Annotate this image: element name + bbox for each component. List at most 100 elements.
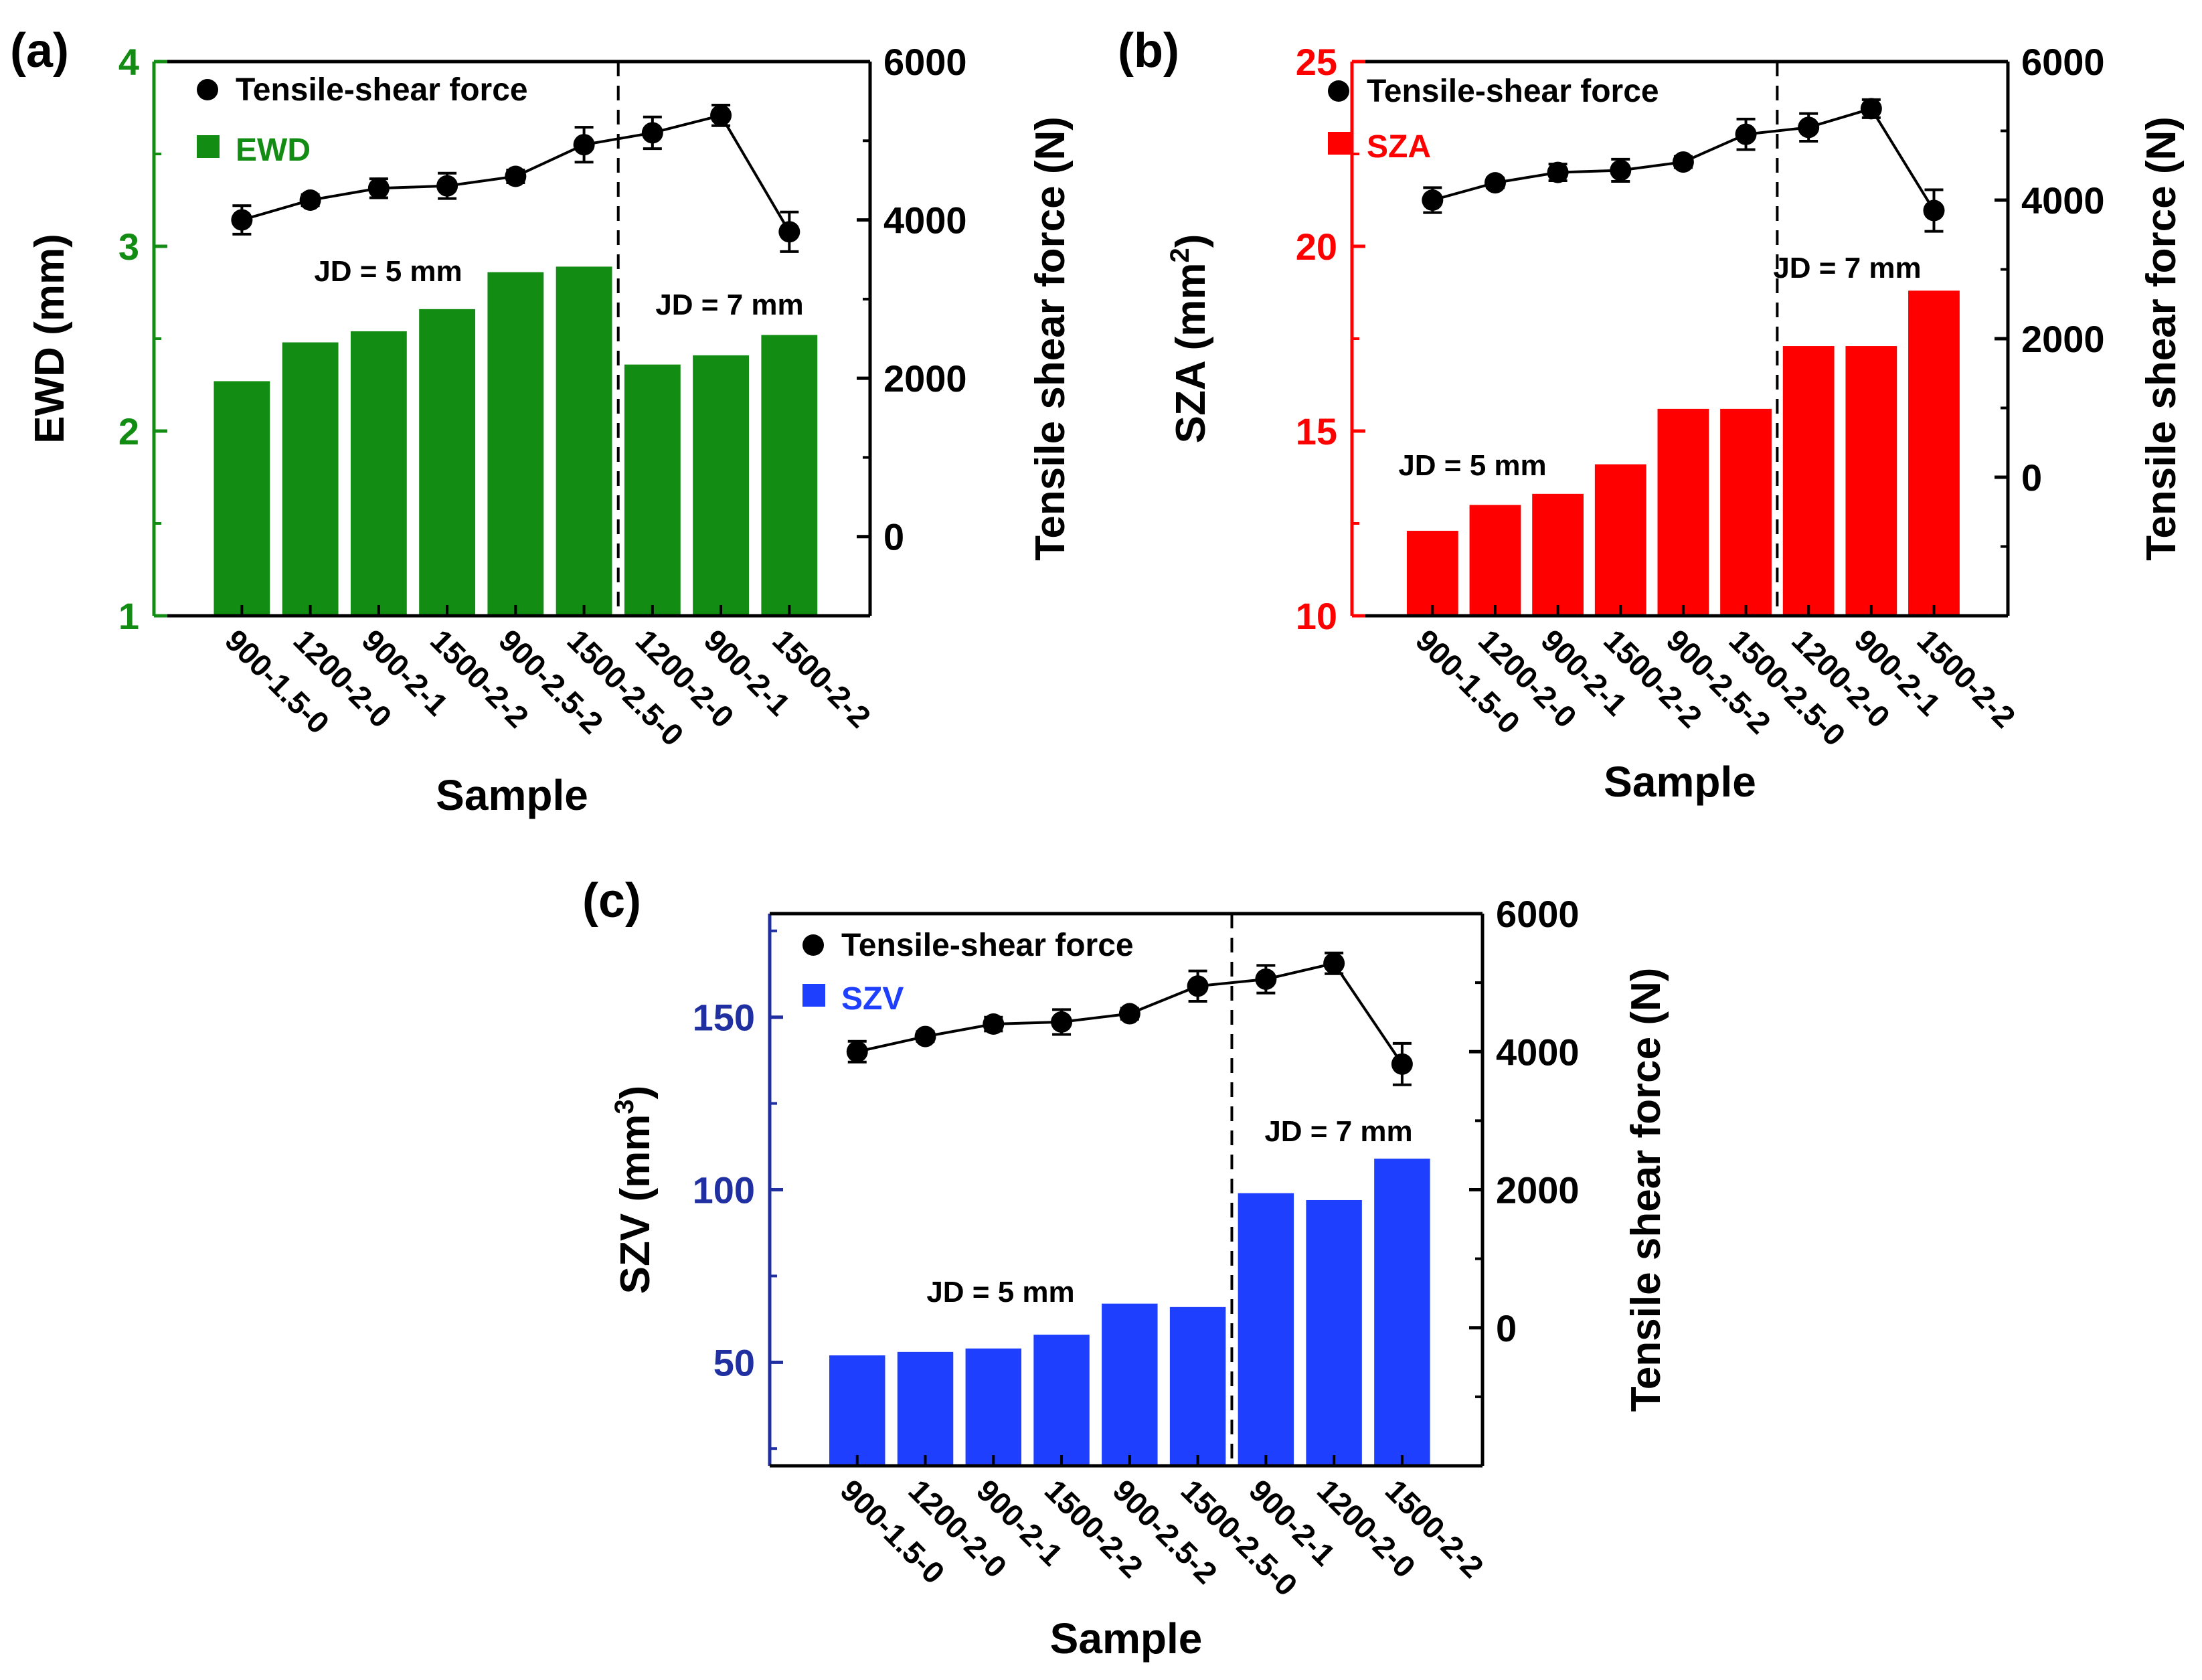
y-axis-title: SZA (mm2) (1165, 234, 1214, 444)
y2-tick-label-2: 2000 (1496, 1169, 1580, 1211)
force-point-2 (914, 1025, 936, 1047)
legend-marker-force (197, 79, 218, 100)
force-point-6 (573, 134, 595, 156)
force-point-9 (1391, 1053, 1413, 1075)
panel-label: (a) (10, 24, 69, 78)
annotation-jd5: JD = 5 mm (314, 255, 462, 288)
y-tick-label-3: 150 (693, 997, 755, 1039)
annotation-jd5: JD = 5 mm (1398, 449, 1546, 482)
force-point-9 (1923, 199, 1945, 222)
force-point-2 (1484, 172, 1506, 194)
bar-9 (1374, 1159, 1430, 1466)
bar-4 (1033, 1335, 1090, 1466)
chart-panel-3: 501001500200040006000900-1.5-01200-2-090… (582, 874, 1669, 1663)
annotation-jd7: JD = 7 mm (1264, 1115, 1412, 1148)
chart-panel-2: 101520250200040006000900-1.5-01200-2-090… (1118, 24, 2185, 806)
y2-axis-title: Tensile shear force (N) (1623, 968, 1669, 1412)
force-point-4 (436, 175, 458, 197)
legend-marker-bar (1328, 132, 1351, 155)
bar-6 (556, 266, 612, 616)
y-tick-label-1: 10 (1296, 595, 1337, 637)
y2-tick-label-3: 4000 (2021, 179, 2105, 222)
y-axis-title-superscript: 2 (1165, 248, 1195, 262)
force-point-1 (846, 1041, 868, 1063)
y-axis-title-main: SZV (mm (612, 1114, 659, 1294)
annotation-jd5: JD = 5 mm (926, 1276, 1074, 1309)
bar-5 (1657, 408, 1709, 616)
legend-label-force: Tensile-shear force (841, 928, 1134, 963)
y2-tick-label-3: 4000 (883, 199, 967, 242)
legend-label-force: Tensile-shear force (1367, 74, 1659, 109)
force-point-3 (367, 177, 390, 199)
bar-9 (1908, 290, 1960, 616)
bar-8 (1845, 346, 1897, 616)
y2-tick-label-4: 6000 (2021, 41, 2105, 83)
y-tick-label-1: 1 (118, 595, 139, 637)
legend-label-force: Tensile-shear force (236, 72, 528, 108)
bar-4 (419, 309, 476, 616)
bar-7 (624, 364, 681, 616)
bar-8 (693, 355, 750, 616)
force-point-8 (1323, 952, 1345, 975)
y-axis-title-main: SZA (mm (1168, 263, 1214, 444)
force-point-2 (299, 189, 321, 211)
bar-7 (1238, 1193, 1294, 1466)
force-point-7 (1798, 116, 1820, 139)
bar-5 (487, 272, 544, 616)
force-point-4 (1051, 1011, 1073, 1033)
legend-marker-force (1328, 80, 1349, 102)
force-point-1 (1422, 189, 1444, 211)
force-point-4 (1610, 159, 1632, 181)
legend-label-bar: SZV (841, 981, 904, 1017)
y-tick-label-2: 100 (693, 1169, 755, 1211)
y2-axis-title: Tensile shear force (N) (1027, 116, 1074, 561)
bar-6 (1169, 1307, 1226, 1466)
bar-3 (350, 331, 407, 616)
annotation-jd7: JD = 7 mm (1773, 252, 1921, 284)
y2-axis-title: Tensile shear force (N) (2138, 116, 2185, 561)
y-axis-title: EWD (mm) (27, 234, 73, 443)
x-axis-title: Sample (436, 771, 588, 819)
legend-label-bar: EWD (236, 133, 311, 168)
y2-tick-label-1: 0 (883, 516, 904, 558)
bar-2 (282, 342, 339, 616)
bar-7 (1782, 346, 1835, 616)
bar-6 (1720, 408, 1772, 616)
bar-5 (1102, 1303, 1158, 1466)
y-axis-title-superscript: 3 (610, 1099, 639, 1114)
force-point-9 (778, 221, 800, 243)
force-point-3 (1547, 161, 1569, 183)
bar-8 (1306, 1199, 1362, 1466)
x-tick-label-9: 1500-2-2 (766, 622, 877, 734)
force-point-3 (983, 1013, 1005, 1035)
y-axis-title-close: ) (1168, 234, 1214, 248)
y2-tick-label-4: 6000 (1496, 893, 1580, 935)
x-axis-title: Sample (1050, 1614, 1203, 1663)
panel-label: (c) (582, 874, 641, 928)
bar-9 (761, 335, 818, 616)
force-point-8 (1860, 98, 1882, 120)
y-tick-label-3: 20 (1296, 226, 1337, 268)
y-tick-label-1: 50 (713, 1341, 755, 1383)
x-axis-title: Sample (1604, 758, 1756, 806)
y2-tick-label-4: 6000 (883, 41, 967, 83)
y-tick-label-4: 4 (118, 41, 139, 83)
y-tick-label-4: 25 (1296, 41, 1337, 83)
chart-panel-1: 12340200040006000900-1.5-01200-2-0900-2-… (10, 24, 1074, 819)
bar-1 (829, 1355, 885, 1466)
y2-tick-label-1: 0 (1496, 1307, 1517, 1349)
bar-3 (965, 1348, 1022, 1466)
force-point-5 (1672, 151, 1694, 173)
legend-marker-bar (802, 984, 825, 1007)
y-tick-label-2: 15 (1296, 410, 1337, 452)
bar-1 (1406, 531, 1458, 616)
force-point-6 (1735, 123, 1757, 145)
force-point-1 (231, 209, 253, 231)
y2-tick-label-1: 0 (2021, 456, 2042, 499)
annotation-jd7: JD = 7 mm (655, 288, 803, 321)
y2-tick-label-2: 2000 (2021, 318, 2105, 360)
bar-2 (1469, 505, 1521, 616)
legend-label-bar: SZA (1367, 129, 1431, 165)
legend-marker-force (802, 934, 824, 956)
bar-2 (897, 1351, 954, 1466)
